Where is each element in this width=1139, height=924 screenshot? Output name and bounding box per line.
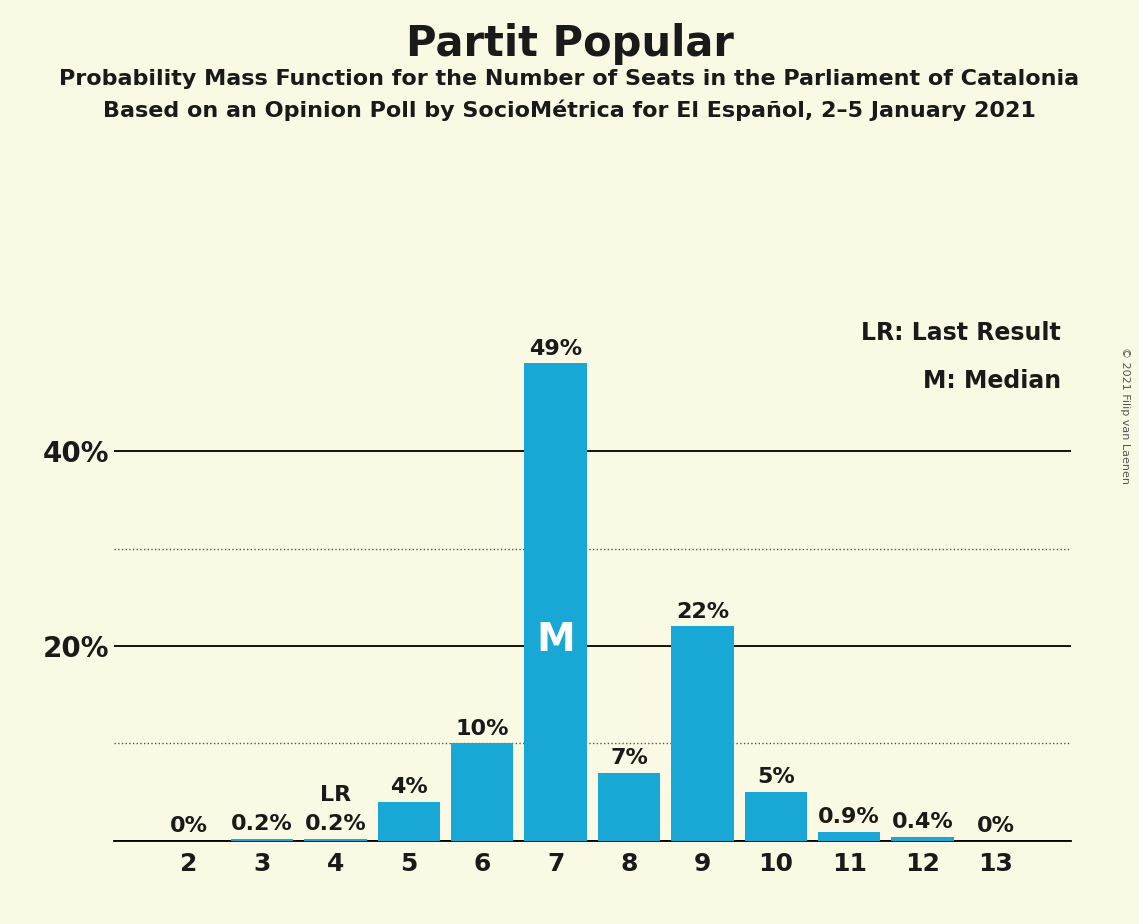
Text: 0%: 0% [170, 816, 207, 836]
Text: Based on an Opinion Poll by SocioMétrica for El Español, 2–5 January 2021: Based on an Opinion Poll by SocioMétrica… [103, 100, 1036, 121]
Text: LR: Last Result: LR: Last Result [861, 321, 1062, 345]
Text: 4%: 4% [390, 777, 427, 797]
Text: 0.2%: 0.2% [231, 814, 293, 834]
Text: M: Median: M: Median [923, 370, 1062, 394]
Bar [892, 837, 953, 841]
Bar [671, 626, 734, 841]
Text: Probability Mass Function for the Number of Seats in the Parliament of Catalonia: Probability Mass Function for the Number… [59, 69, 1080, 90]
Bar [304, 839, 367, 841]
Bar [378, 802, 440, 841]
Bar [451, 744, 514, 841]
Text: 10%: 10% [456, 719, 509, 738]
Text: 49%: 49% [528, 338, 582, 359]
Text: 7%: 7% [611, 748, 648, 768]
Text: 0%: 0% [977, 816, 1015, 836]
Bar [524, 363, 587, 841]
Text: M: M [536, 621, 575, 660]
Bar [231, 839, 293, 841]
Text: © 2021 Filip van Laenen: © 2021 Filip van Laenen [1121, 347, 1130, 484]
Bar [598, 772, 661, 841]
Text: 0.2%: 0.2% [304, 814, 367, 834]
Text: 5%: 5% [757, 767, 795, 787]
Bar [818, 833, 880, 841]
Text: 0.9%: 0.9% [818, 808, 880, 827]
Text: LR: LR [320, 784, 351, 805]
Text: 22%: 22% [675, 602, 729, 622]
Text: 0.4%: 0.4% [892, 812, 953, 833]
Bar [745, 792, 806, 841]
Text: Partit Popular: Partit Popular [405, 23, 734, 65]
